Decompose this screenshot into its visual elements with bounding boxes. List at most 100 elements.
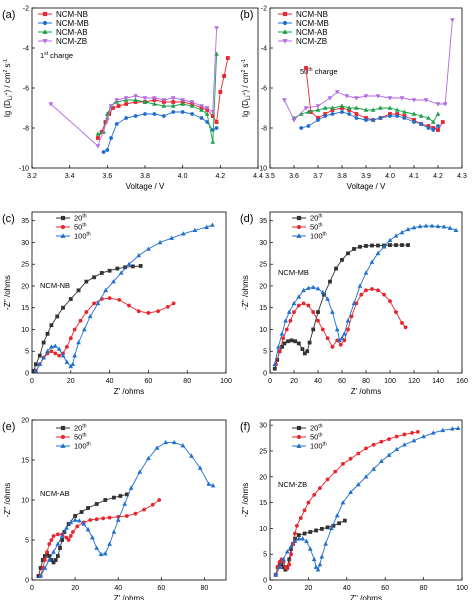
data-point xyxy=(289,552,294,557)
data-point xyxy=(426,115,431,120)
legend-label: 50th xyxy=(74,223,87,232)
series-ncm-zb xyxy=(48,26,219,149)
data-point xyxy=(363,107,369,112)
data-point xyxy=(37,361,43,367)
data-point xyxy=(308,530,313,534)
x-tick-label: 0 xyxy=(30,585,34,592)
x-tick-label: 60 xyxy=(157,585,165,592)
data-point xyxy=(199,107,204,112)
data-point xyxy=(371,118,376,122)
legend-num: 50 xyxy=(310,223,318,232)
x-axis-label: Voltage / V xyxy=(347,182,386,191)
y-tick-label: 20 xyxy=(259,283,267,290)
data-point xyxy=(87,313,93,319)
y-tick-label: 10 xyxy=(21,327,29,334)
data-point xyxy=(419,122,424,126)
data-point xyxy=(52,343,58,348)
legend-num: 50 xyxy=(74,433,82,442)
x-tick-label: 0 xyxy=(268,378,272,385)
data-point xyxy=(165,304,170,309)
x-tick-label: 3.8 xyxy=(337,173,347,180)
data-point xyxy=(387,105,393,110)
data-point xyxy=(133,511,138,516)
annotation-sup: st xyxy=(44,51,49,57)
data-point xyxy=(65,344,69,349)
series-line xyxy=(40,499,160,577)
data-point xyxy=(376,288,380,293)
y-label-part: ) / cm xyxy=(241,72,250,92)
legend-marker xyxy=(60,233,66,238)
legend-marker xyxy=(42,20,48,26)
legend-sup: th xyxy=(82,214,86,220)
data-point xyxy=(329,525,334,531)
data-point xyxy=(38,573,43,578)
data-point xyxy=(400,321,404,325)
data-point xyxy=(291,300,297,306)
legend-item: 50th xyxy=(292,223,323,232)
data-point xyxy=(364,118,368,122)
data-point xyxy=(354,116,359,120)
data-point xyxy=(375,250,381,256)
data-point xyxy=(190,112,194,116)
y-tick-label: -2 xyxy=(261,6,267,13)
data-point xyxy=(214,26,219,31)
data-point xyxy=(430,119,436,124)
data-point xyxy=(284,549,290,554)
plot-frame xyxy=(269,419,463,581)
data-point xyxy=(337,521,342,526)
data-point xyxy=(304,66,308,70)
annotation-part: charge xyxy=(48,51,73,60)
legend-num: 20 xyxy=(74,424,82,433)
data-point xyxy=(96,136,100,140)
data-point xyxy=(296,536,302,541)
y-axis-label: -Z'' /ohms xyxy=(241,483,250,518)
data-point xyxy=(394,107,400,112)
data-point xyxy=(94,502,99,506)
legend-item: NCM-MB xyxy=(278,19,329,28)
data-point xyxy=(338,342,343,347)
data-point xyxy=(277,564,282,569)
legend-marker xyxy=(282,39,288,44)
data-point xyxy=(354,112,359,116)
data-point xyxy=(88,518,93,522)
data-point xyxy=(283,318,288,323)
legend-item: NCM-NB xyxy=(278,10,328,19)
series-ncm-ab xyxy=(291,103,441,124)
legend-label: NCM-AB xyxy=(56,28,88,37)
data-point xyxy=(161,98,167,103)
data-point xyxy=(146,455,151,461)
annotation-part: 50 xyxy=(300,67,308,76)
data-point xyxy=(315,567,321,572)
data-point xyxy=(285,566,290,571)
data-point xyxy=(90,535,95,540)
data-point xyxy=(210,110,216,115)
data-point xyxy=(157,239,163,245)
data-point xyxy=(146,246,151,251)
data-point xyxy=(296,303,301,308)
x-tick-label: 60 xyxy=(145,378,153,385)
x-tick-label: 100 xyxy=(456,585,468,592)
data-point xyxy=(386,452,392,457)
data-point xyxy=(328,279,332,284)
data-point xyxy=(325,296,330,301)
data-point xyxy=(370,243,374,248)
legend-sup: th xyxy=(87,232,91,238)
data-point xyxy=(306,500,311,505)
data-point xyxy=(333,469,338,474)
data-point xyxy=(378,105,383,110)
data-point xyxy=(150,502,155,507)
legend-sup: th xyxy=(318,424,322,430)
data-point xyxy=(346,327,350,332)
data-point xyxy=(152,112,157,116)
y-axis-label: -Z'' /ohms xyxy=(3,275,12,310)
series-line xyxy=(40,441,214,577)
series-line xyxy=(275,427,459,575)
data-point xyxy=(72,517,78,522)
data-point xyxy=(45,348,50,353)
panel-label: (a) xyxy=(2,9,15,21)
data-point xyxy=(157,498,162,502)
y-axis-label: lg (DLi+) / cm2 s-1 xyxy=(3,59,14,117)
data-point xyxy=(95,144,101,149)
y-tick-label: 0 xyxy=(25,578,29,585)
data-point xyxy=(133,94,138,99)
